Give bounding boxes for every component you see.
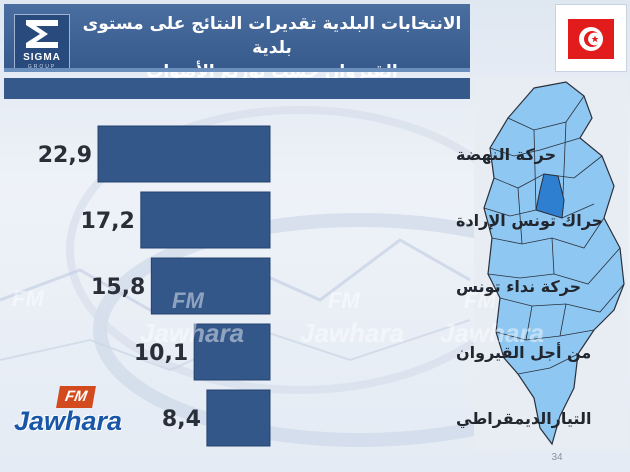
category-label-1: حركة النهضة [456, 145, 556, 164]
sigma-logo: SIGMA GROUP [14, 14, 70, 72]
category-label-3: حركة نداء تونس [456, 277, 581, 296]
tunisia-flag-icon [568, 19, 614, 59]
tunisia-map [483, 81, 625, 446]
title-line-2: القيروان حسب توزيع الأصوات [146, 62, 398, 82]
flag-panel [555, 4, 627, 72]
header-band [4, 78, 470, 99]
watermark-name-3: Jawhara [440, 318, 545, 348]
kairouan-region [535, 173, 565, 219]
map-panel [474, 78, 628, 450]
watermark-fm-4: FM [464, 288, 496, 313]
title-banner: SIGMA GROUP الانتخابات البلدية تقديرات ا… [4, 4, 470, 82]
watermark-fm-2: FM [172, 288, 204, 313]
brand-sub: GROUP [27, 64, 57, 70]
brand-name: SIGMA [23, 52, 61, 63]
bar-4 [193, 323, 271, 381]
logo-fm-text: FM [56, 386, 96, 408]
logo-name-text: Jawhara [14, 406, 123, 436]
watermark-name-2: Jawhara [300, 318, 405, 348]
category-label-2: حراك تونس الإرادة [456, 211, 603, 230]
bar-3 [150, 257, 271, 315]
watermark-fm-3: FM [328, 288, 360, 313]
page-title: الانتخابات البلدية تقديرات النتائج على م… [76, 12, 468, 84]
category-label-4: من أجل القيروان [456, 342, 591, 362]
bar-value-label-1: 22,9 [38, 143, 92, 168]
page-number: 34 [551, 452, 563, 463]
bar-2 [140, 191, 271, 249]
category-label-5: التيارالديمقراطي [456, 409, 591, 429]
bar-1 [97, 125, 271, 183]
bar-value-label-2: 17,2 [81, 209, 135, 234]
bar-value-label-5: 8,4 [162, 407, 201, 432]
bar-value-label-4: 10,1 [134, 341, 188, 366]
watermark-name-1: Jawhara [140, 318, 245, 348]
title-line-1: الانتخابات البلدية تقديرات النتائج على م… [82, 14, 462, 58]
header-strip [4, 68, 470, 72]
map-country-shape [483, 81, 625, 446]
bar-5 [206, 389, 271, 447]
jawhara-fm-logo: FM Jawhara [14, 386, 134, 448]
sigma-icon [26, 20, 58, 48]
bar-value-label-3: 15,8 [91, 275, 145, 300]
watermark-fm-1: FM [12, 286, 44, 311]
